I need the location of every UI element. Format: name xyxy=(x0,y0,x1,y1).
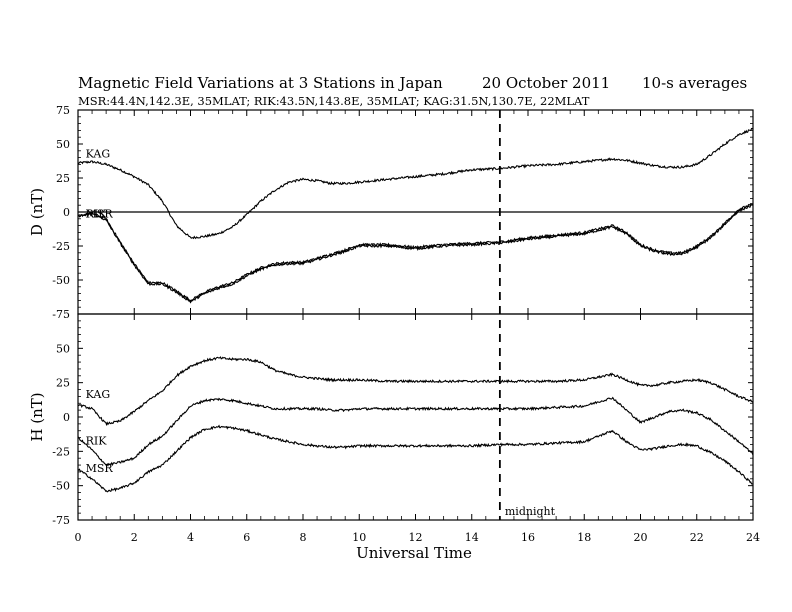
series-rik-h xyxy=(77,396,754,467)
midnight-marker: midnight xyxy=(498,110,556,520)
x-axis: 0 2 4 6 8 10 12 14 16 18 20 22 24 xyxy=(75,110,760,544)
y-tick-label: -50 xyxy=(52,274,70,287)
midnight-label: midnight xyxy=(505,505,556,518)
x-tick-label: 24 xyxy=(746,531,760,544)
y-tick-label: 50 xyxy=(56,138,70,151)
chart-title: Magnetic Field Variations at 3 Stations … xyxy=(78,74,443,92)
x-axis-label: Universal Time xyxy=(356,544,472,562)
averaging-note: 10-s averages xyxy=(642,74,747,92)
panel-h-ylabel: H (nT) xyxy=(28,392,46,441)
station-label-msr: MSR xyxy=(86,462,114,475)
station-label-rik: RIK xyxy=(86,435,108,448)
panel-h: H (nT) 50 25 0 -25 -50 -75 KAG RIK MSR xyxy=(28,313,754,527)
x-tick-label: 18 xyxy=(577,531,591,544)
y-tick-label: 25 xyxy=(56,172,70,185)
y-tick-label: 0 xyxy=(63,411,70,424)
series-kag-h xyxy=(77,356,754,427)
y-tick-label: 75 xyxy=(56,104,70,117)
x-tick-label: 10 xyxy=(352,531,366,544)
station-label-kag: KAG xyxy=(86,148,111,161)
series-kag-d xyxy=(77,127,754,240)
y-tick-label: -75 xyxy=(52,514,70,527)
panel-d-ylabel: D (nT) xyxy=(28,188,46,236)
y-tick-label: -25 xyxy=(52,240,70,253)
x-tick-label: 4 xyxy=(187,531,194,544)
y-tick-label: 50 xyxy=(56,342,70,355)
station-label-kag: KAG xyxy=(86,388,111,401)
y-tick-label: -25 xyxy=(52,445,70,458)
x-tick-label: 2 xyxy=(131,531,138,544)
y-tick-label: -50 xyxy=(52,480,70,493)
station-label-msr: MSR xyxy=(86,208,114,221)
y-tick-label: 25 xyxy=(56,377,70,390)
x-tick-label: 12 xyxy=(409,531,423,544)
x-tick-label: 20 xyxy=(634,531,648,544)
series-msr-d xyxy=(77,203,754,302)
series-msr-h xyxy=(77,424,754,493)
y-tick-label: -75 xyxy=(52,308,70,321)
x-tick-label: 6 xyxy=(243,531,250,544)
x-tick-label: 14 xyxy=(465,531,479,544)
x-tick-label: 16 xyxy=(521,531,535,544)
chart-date: 20 October 2011 xyxy=(482,74,610,92)
station-label-rik: RIK xyxy=(86,208,108,221)
series-rik-d xyxy=(77,203,754,304)
y-tick-label: 0 xyxy=(63,206,70,219)
x-tick-label: 22 xyxy=(690,531,704,544)
station-coordinates: MSR:44.4N,142.3E, 35MLAT; RIK:43.5N,143.… xyxy=(78,94,590,108)
x-tick-label: 8 xyxy=(300,531,307,544)
x-tick-label: 0 xyxy=(75,531,82,544)
